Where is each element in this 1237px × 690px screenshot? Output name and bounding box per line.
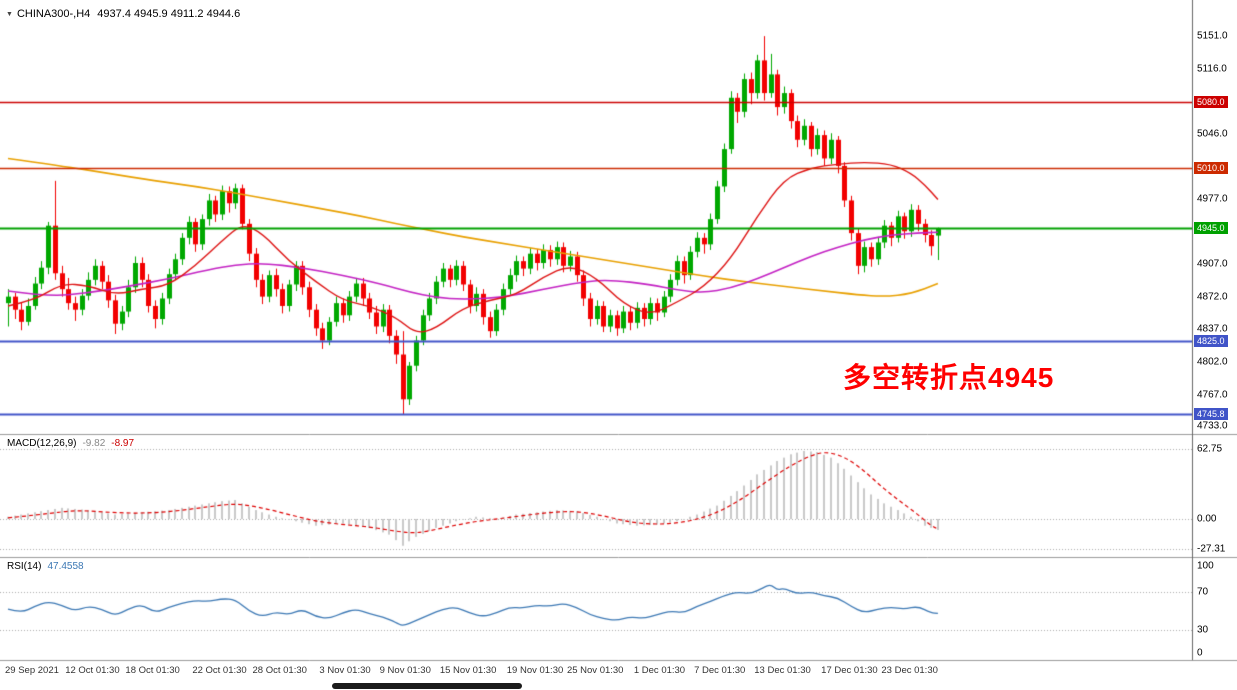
price-axis-tick: 4872.0 <box>1197 291 1228 303</box>
price-axis-tick: 4837.0 <box>1197 323 1228 335</box>
symbol-period-label: CHINA300-,H4 <box>16 8 91 20</box>
time-axis-label: 7 Dec 01:30 <box>694 665 746 676</box>
rsi-axis-tick: 100 <box>1197 560 1214 572</box>
price-axis-tick: 4907.0 <box>1197 258 1228 270</box>
rsi-axis-tick: 0 <box>1197 647 1203 659</box>
macd-main-value: -9.82 <box>82 438 106 449</box>
time-axis-label: 18 Oct 01:30 <box>125 665 180 676</box>
macd-axis-tick: 62.75 <box>1197 443 1223 455</box>
price-axis-tick: 5046.0 <box>1197 128 1228 140</box>
macd-axis-tick: -27.31 <box>1197 543 1226 555</box>
hline-price-badge: 4745.8 <box>1194 408 1228 421</box>
macd-axis-tick: 0.00 <box>1197 513 1217 525</box>
horizontal-scrollbar-thumb[interactable] <box>332 683 522 689</box>
time-axis-label: 12 Oct 01:30 <box>65 665 120 676</box>
chart-annotation-text[interactable]: 多空转折点4945 <box>843 362 1055 393</box>
hline-price-badge: 5080.0 <box>1194 96 1228 109</box>
time-axis-label: 29 Sep 2021 <box>5 665 59 676</box>
price-axis-tick: 4802.0 <box>1197 356 1228 368</box>
price-axis[interactable]: 5151.0 5116.0 5046.0 4977.0 4907.0 4872.0 4837… <box>1193 0 1237 660</box>
macd-signal-value: -8.97 <box>111 438 135 449</box>
time-axis-label: 3 Nov 01:30 <box>319 665 371 676</box>
hline-price-badge: 5010.0 <box>1194 161 1228 174</box>
rsi-value: 47.4558 <box>47 561 84 572</box>
time-axis[interactable]: 29 Sep 2021 12 Oct 01:30 18 Oct 01:30 22 Oc… <box>0 660 1237 680</box>
rsi-indicator-label: RSI(14) 47.4558 <box>7 561 84 572</box>
price-axis-tick: 4767.0 <box>1197 389 1228 401</box>
time-axis-label: 25 Nov 01:30 <box>566 665 624 676</box>
price-axis-tick: 4977.0 <box>1197 193 1228 205</box>
macd-name: MACD(12,26,9) <box>7 438 77 449</box>
time-axis-label: 23 Dec 01:30 <box>881 665 938 676</box>
macd-indicator-label: MACD(12,26,9) -9.82 -8.97 <box>7 438 134 449</box>
collapse-triangle-icon[interactable]: ▼ <box>6 10 13 18</box>
time-axis-label: 15 Nov 01:30 <box>439 665 497 676</box>
time-axis-label: 1 Dec 01:30 <box>633 665 686 676</box>
chart-title-bar: ▼ CHINA300-,H4 4937.4 4945.9 4911.2 4944.6 <box>6 8 240 20</box>
hline-price-badge: 4825.0 <box>1194 334 1228 347</box>
ohlc-values: 4937.4 4945.9 4911.2 4944.6 <box>97 8 241 20</box>
rsi-axis-tick: 70 <box>1197 586 1209 598</box>
time-axis-label: 9 Nov 01:30 <box>379 665 431 676</box>
time-axis-label: 17 Dec 01:30 <box>821 665 878 676</box>
time-axis-label: 28 Oct 01:30 <box>252 665 307 676</box>
price-axis-tick: 5116.0 <box>1197 63 1227 75</box>
rsi-axis-tick: 30 <box>1197 624 1209 636</box>
hline-price-badge: 4945.0 <box>1194 222 1228 235</box>
time-axis-label: 13 Dec 01:30 <box>754 665 811 676</box>
price-axis-tick: 5151.0 <box>1197 30 1228 42</box>
price-axis-tick: 4733.0 <box>1197 420 1228 432</box>
time-axis-label: 22 Oct 01:30 <box>192 665 247 676</box>
time-axis-label: 19 Nov 01:30 <box>506 665 564 676</box>
rsi-name: RSI(14) <box>7 561 42 572</box>
